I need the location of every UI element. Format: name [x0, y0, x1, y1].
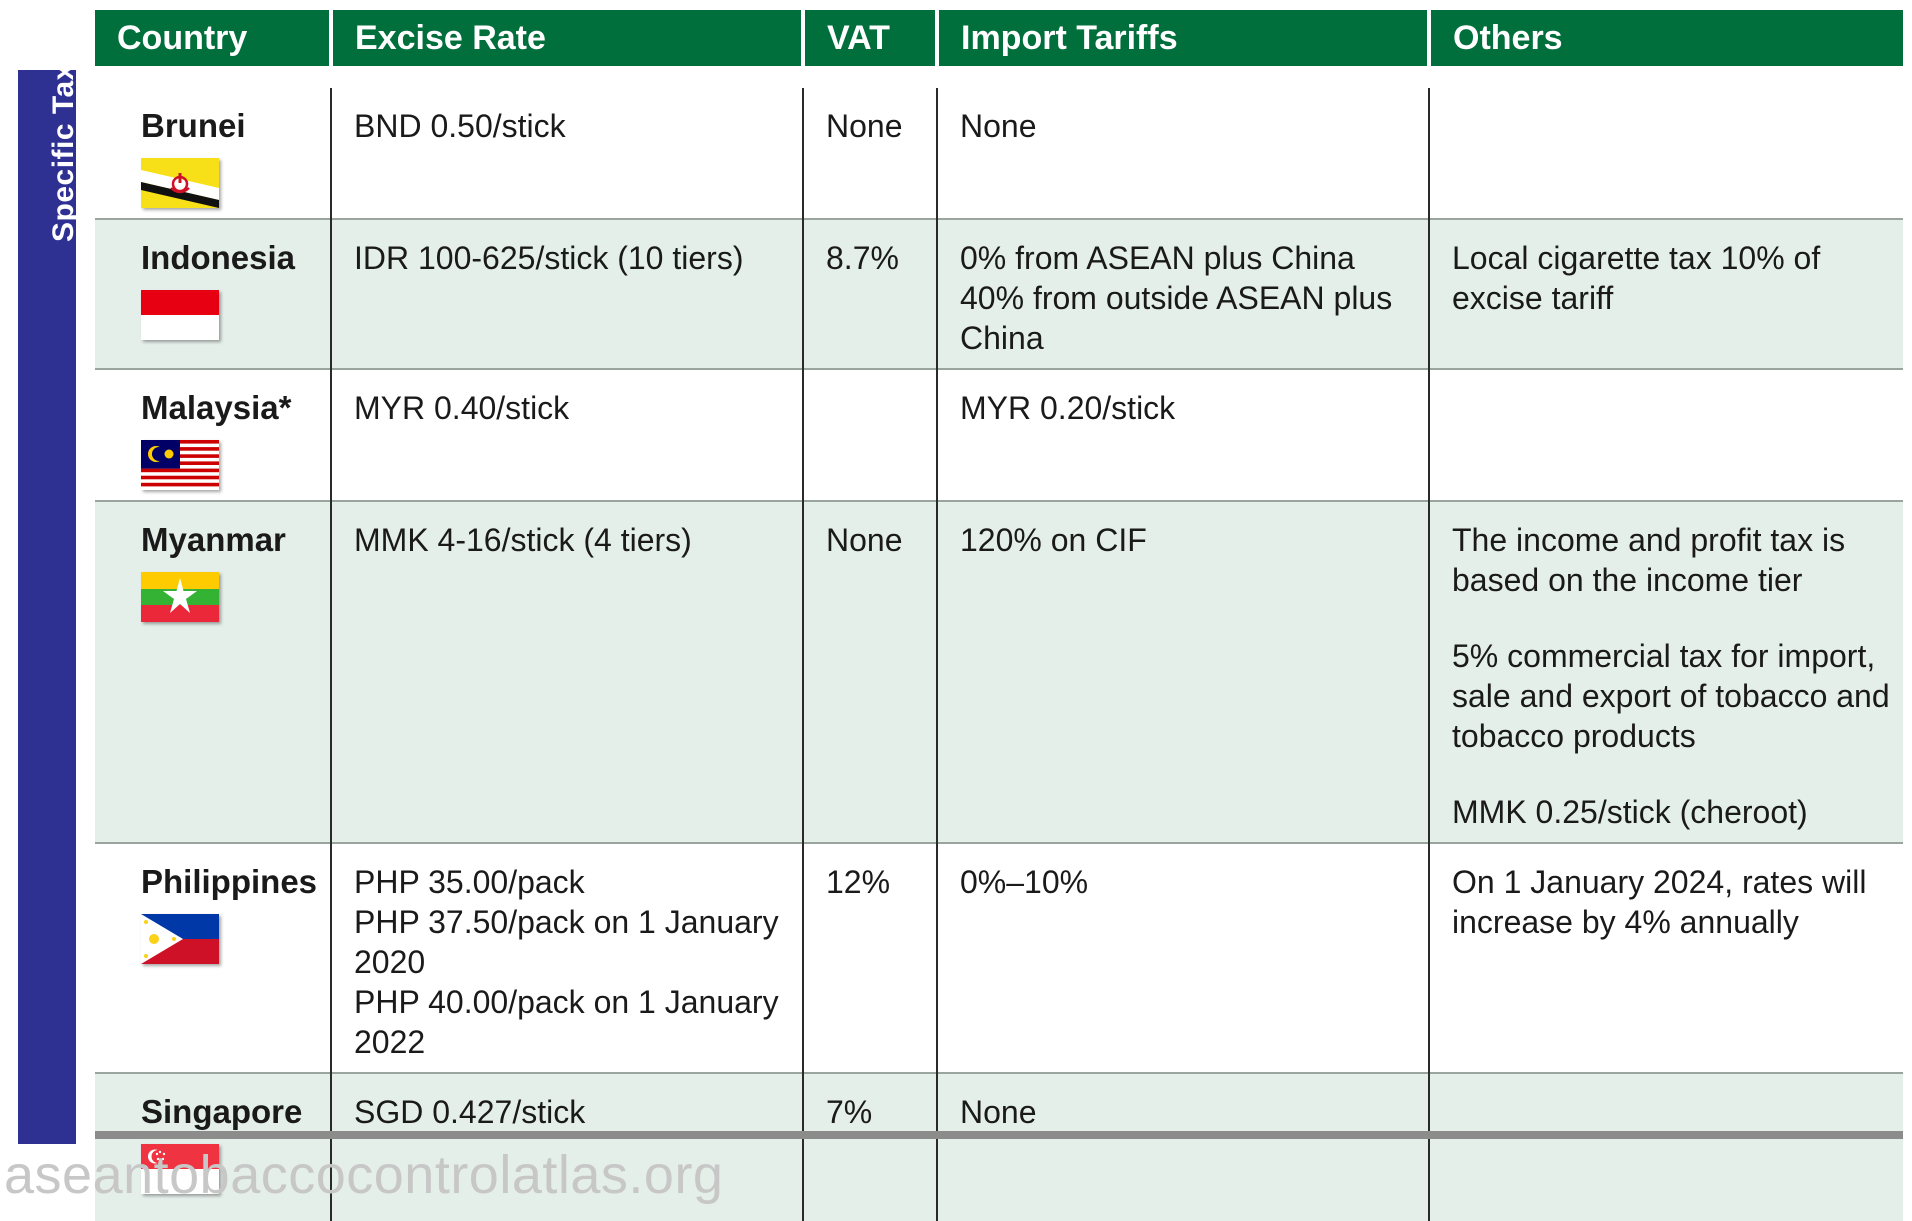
vat-value: 12%: [826, 864, 891, 900]
header-others: Others: [1429, 10, 1903, 66]
brunei-flag-icon: [141, 158, 219, 208]
philippines-flag-icon: [141, 914, 219, 964]
header-import-tariffs: Import Tariffs: [937, 10, 1431, 66]
singapore-flag-icon: [141, 1144, 219, 1194]
bottom-divider: [95, 1131, 1903, 1139]
table-header-row: Country Excise Rate VAT Import Tariffs O…: [95, 10, 1903, 66]
malaysia-flag-icon: [141, 440, 219, 490]
table-row: Myanmar MMK 4-16/stick (4 tiers) None 12…: [95, 500, 1903, 843]
excise-rate: IDR 100-625/stick (10 tiers): [354, 240, 744, 276]
table-row: Indonesia IDR 100-625/stick (10 tiers) 8…: [95, 218, 1903, 369]
watermark: aseantobaccocontrolatlas.org: [4, 1145, 724, 1205]
import-tariff: None: [960, 1094, 1037, 1130]
header-country: Country: [95, 10, 333, 66]
specific-tax-text: Specific Tax: [47, 63, 80, 242]
country-name: Malaysia*: [141, 389, 292, 426]
country-name: Philippines: [141, 863, 318, 900]
import-tariff: 120% on CIF: [960, 522, 1147, 558]
country-name: Myanmar: [141, 521, 286, 558]
excise-rate: PHP 37.50/pack on 1 January 2020: [354, 904, 779, 980]
excise-rate: PHP 35.00/pack: [354, 864, 585, 900]
others-note: MMK 0.25/stick (cheroot): [1452, 794, 1808, 830]
country-name: Singapore: [141, 1093, 303, 1130]
import-tariff: 0% from ASEAN plus China: [960, 240, 1355, 276]
vat-value: None: [826, 108, 903, 144]
tax-table: Country Excise Rate VAT Import Tariffs O…: [95, 10, 1903, 1221]
others-note: 5% commercial tax for import, sale and e…: [1452, 638, 1890, 754]
others-note: On 1 January 2024, rates will increase b…: [1452, 864, 1867, 940]
import-tariff: MYR 0.20/stick: [960, 390, 1176, 426]
vat-value: 7%: [826, 1094, 873, 1130]
table-row: Singapore SGD 0.427/stick 7% None: [95, 1072, 1903, 1221]
country-name: Indonesia: [141, 239, 296, 276]
excise-rate: MMK 4-16/stick (4 tiers): [354, 522, 692, 558]
header-excise-rate: Excise Rate: [331, 10, 805, 66]
vat-value: 8.7%: [826, 240, 899, 276]
vat-value: None: [826, 522, 903, 558]
myanmar-flag-icon: [141, 572, 219, 622]
excise-rate: SGD 0.427/stick: [354, 1094, 586, 1130]
others-note: Local cigarette tax 10% of excise tariff: [1452, 240, 1821, 316]
excise-rate: PHP 40.00/pack on 1 January 2022: [354, 984, 779, 1060]
excise-rate: MYR 0.40/stick: [354, 390, 570, 426]
others-note: The income and profit tax is based on th…: [1452, 522, 1846, 598]
header-vat: VAT: [803, 10, 939, 66]
table-row: Brunei BND 0.50/stick None None: [95, 88, 1903, 219]
specific-tax-label: Specific Tax: [18, 63, 80, 1144]
country-name: Brunei: [141, 107, 246, 144]
table-row: Malaysia* MYR 0.40/stick: [95, 368, 1903, 501]
excise-rate: BND 0.50/stick: [354, 108, 566, 144]
indonesia-flag-icon: [141, 290, 219, 340]
import-tariff: None: [960, 108, 1037, 144]
table-row: Philippines PHP 35.00/pack PHP 37.50/pac…: [95, 842, 1903, 1073]
import-tariff: 0%–10%: [960, 864, 1089, 900]
import-tariff: 40% from outside ASEAN plus China: [960, 280, 1393, 356]
